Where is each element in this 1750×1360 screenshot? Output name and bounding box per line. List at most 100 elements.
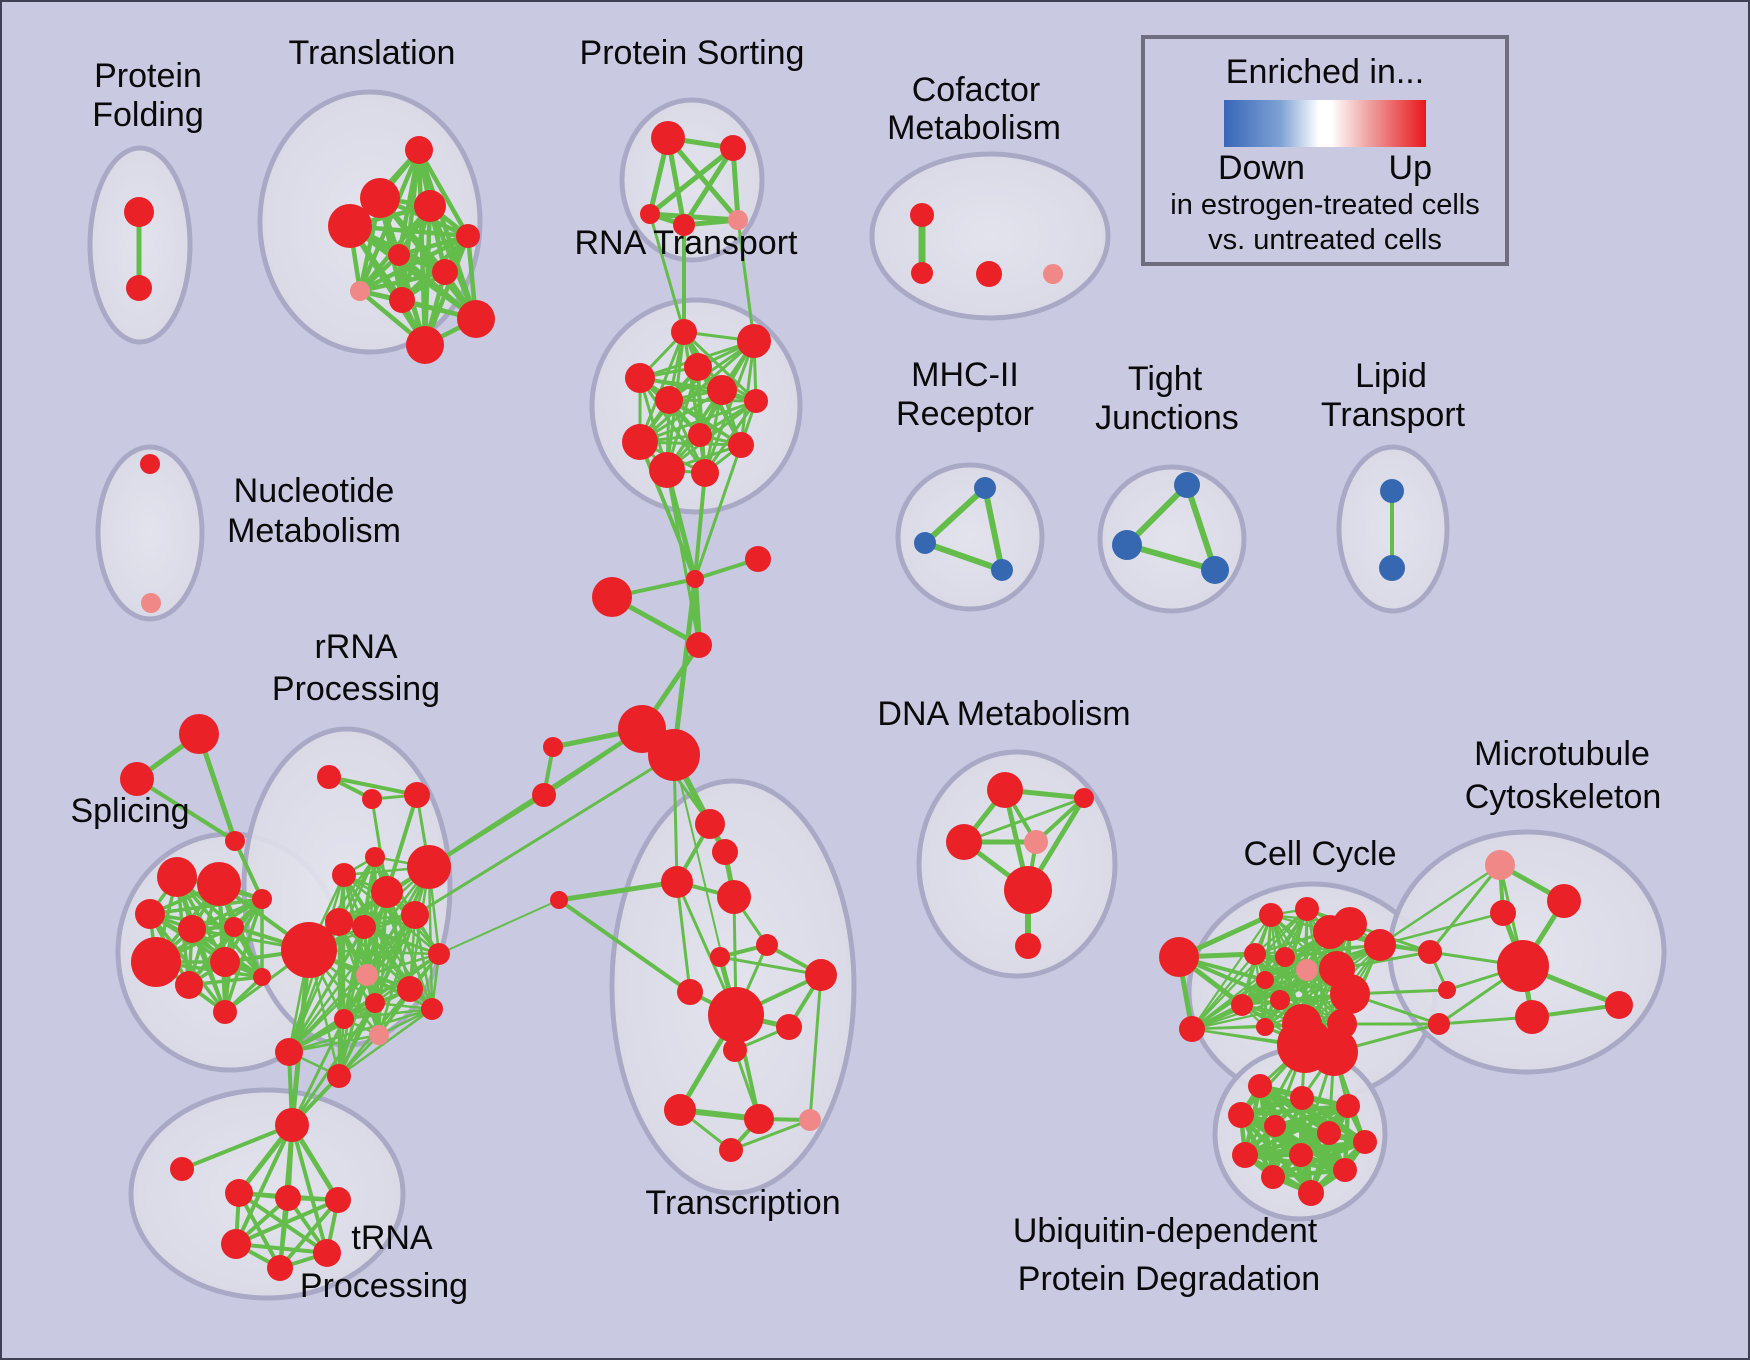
node-trna-1 <box>170 1157 194 1181</box>
edge <box>1124 542 1218 573</box>
node-trna-5 <box>221 1229 251 1259</box>
edge <box>703 399 758 475</box>
node-x-7 <box>532 783 556 807</box>
node-rrna-12 <box>397 976 423 1002</box>
cluster-cm-label: Metabolism <box>887 109 1061 147</box>
edge <box>729 1118 812 1152</box>
node-nm-0 <box>140 454 160 474</box>
edge <box>1190 998 1282 1031</box>
node-txn-6 <box>805 959 837 991</box>
edge <box>638 399 758 444</box>
node-nm-1 <box>141 593 161 613</box>
edge <box>681 145 736 228</box>
node-txn-1 <box>712 839 738 865</box>
edge <box>736 218 756 343</box>
node-cm-0 <box>910 203 934 227</box>
node-ps-4 <box>728 210 748 230</box>
node-ps-1 <box>720 135 746 161</box>
node-rna-10 <box>649 452 685 488</box>
node-ub-8 <box>1289 1143 1313 1167</box>
node-x-8 <box>179 714 219 754</box>
node-rrna-2 <box>404 782 430 808</box>
node-tr-9 <box>457 300 495 338</box>
cluster-ub-label: Protein Degradation <box>1018 1260 1320 1298</box>
edge <box>438 899 560 955</box>
node-mhc-2 <box>991 559 1013 581</box>
node-rrna-7 <box>352 915 376 939</box>
node-cc-17 <box>1179 1016 1205 1042</box>
edge <box>1378 911 1505 947</box>
legend-box: Enriched in... Down Up in estrogen-treat… <box>1141 35 1509 266</box>
node-mt-1 <box>1547 884 1581 918</box>
node-txn-14 <box>719 1138 743 1162</box>
node-rna-9 <box>728 432 754 458</box>
node-ub-3 <box>1228 1102 1254 1128</box>
node-spl-7 <box>175 971 203 999</box>
node-rrna-19 <box>281 922 337 978</box>
node-tr-1 <box>360 178 400 218</box>
node-tr-6 <box>432 259 458 285</box>
node-rrna-6 <box>325 908 353 936</box>
node-trna-7 <box>267 1255 293 1281</box>
node-ps-3 <box>673 214 695 236</box>
node-tj-1 <box>1112 530 1142 560</box>
node-rrna-1 <box>362 789 382 809</box>
node-txn-5 <box>710 947 730 967</box>
edge <box>365 952 441 977</box>
node-cc-8 <box>1364 929 1396 961</box>
node-cc-2 <box>1295 897 1319 921</box>
node-tr-4 <box>456 224 480 248</box>
node-mhc-0 <box>974 477 996 499</box>
cluster-rna-label: RNA Transport <box>575 224 799 262</box>
cluster-nm-label: Nucleotide <box>234 472 395 510</box>
node-trna-2 <box>225 1179 253 1207</box>
edge <box>557 898 692 994</box>
edge <box>922 485 988 546</box>
edge <box>1184 482 1218 573</box>
edge <box>357 233 471 294</box>
node-rrna-8 <box>371 876 403 908</box>
node-spl-10 <box>253 968 271 986</box>
node-txn-13 <box>799 1109 821 1131</box>
node-rna-8 <box>622 424 658 460</box>
node-tr-3 <box>328 204 372 248</box>
node-cc-4 <box>1275 947 1295 967</box>
edge <box>278 1198 340 1270</box>
node-txn-2 <box>661 866 693 898</box>
node-rrna-18 <box>327 1064 351 1088</box>
edge <box>290 1123 329 1255</box>
node-rna-7 <box>688 423 712 447</box>
node-cc-1 <box>1259 903 1283 927</box>
cluster-spl-label: Splicing <box>70 792 189 830</box>
node-spl-8 <box>210 947 240 977</box>
edge <box>665 468 701 647</box>
cluster-lt-label: Transport <box>1321 396 1466 434</box>
node-pf-0 <box>124 197 154 227</box>
node-mt-5 <box>1515 1000 1549 1034</box>
node-ub-2 <box>1336 1094 1360 1118</box>
node-trna-6 <box>313 1239 341 1267</box>
edge <box>922 540 1005 573</box>
node-txn-4 <box>756 934 778 956</box>
cluster-ub-label: Ubiquitin-dependent <box>1013 1212 1318 1250</box>
edge <box>673 754 737 1016</box>
node-tj-2 <box>1201 556 1229 584</box>
node-ub-5 <box>1317 1121 1341 1145</box>
cluster-ps-label: Protein Sorting <box>580 34 805 72</box>
node-txn-8 <box>708 987 764 1043</box>
edge <box>675 880 692 994</box>
node-ub-9 <box>1333 1158 1357 1182</box>
node-rrna-14 <box>334 1009 354 1029</box>
node-tr-5 <box>388 244 410 266</box>
cluster-rrna-label: Processing <box>272 670 440 708</box>
legend-gradient-bar <box>1224 100 1426 147</box>
node-cc-14 <box>1256 1018 1274 1036</box>
edge <box>638 376 707 475</box>
cluster-mt-label: Microtubule <box>1474 735 1650 773</box>
edge <box>1428 863 1502 954</box>
cluster-cm-ellipse <box>869 151 1111 321</box>
edge <box>234 1123 294 1246</box>
node-rrna-17 <box>275 1038 303 1066</box>
node-mt-7 <box>1438 981 1456 999</box>
